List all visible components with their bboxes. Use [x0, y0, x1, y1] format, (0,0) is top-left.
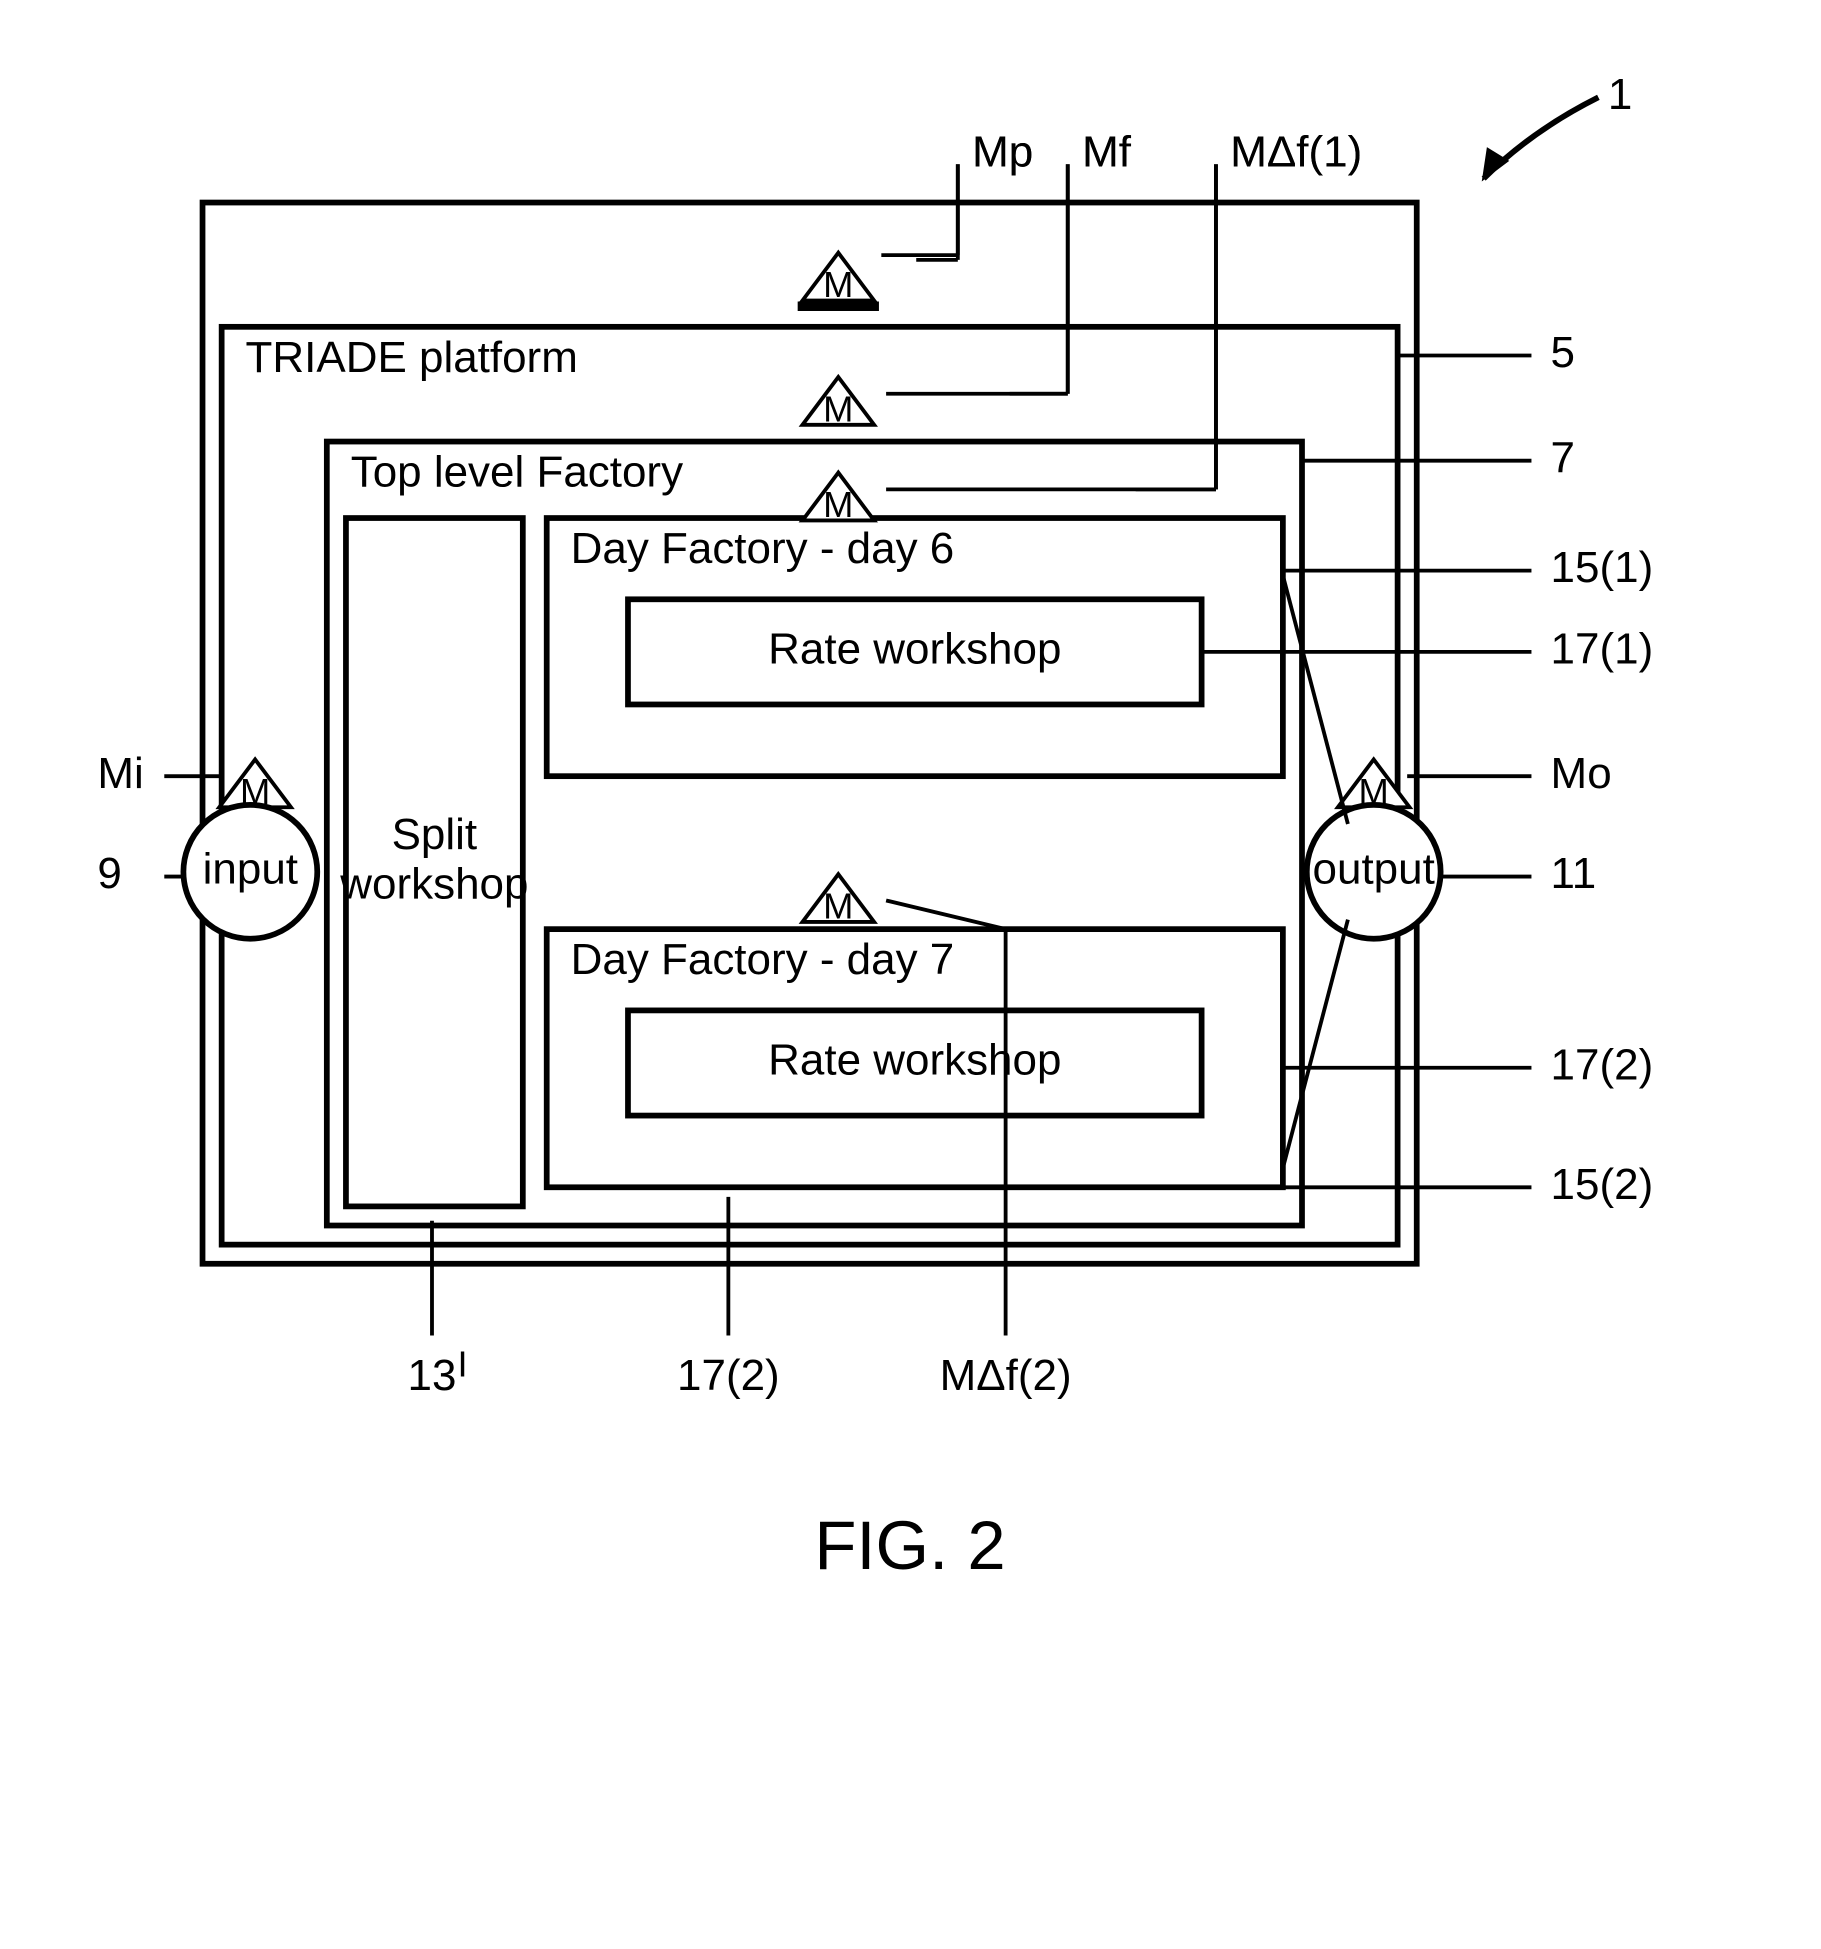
svg-text:M: M: [823, 264, 853, 305]
svg-text:Mf: Mf: [1082, 127, 1132, 176]
svg-text:Day Factory - day 6: Day Factory - day 6: [571, 524, 955, 573]
svg-text:output: output: [1313, 844, 1435, 893]
svg-text:Mo: Mo: [1551, 749, 1612, 798]
svg-text:Mi: Mi: [97, 749, 143, 798]
svg-text:Rate workshop: Rate workshop: [768, 624, 1061, 673]
svg-text:15(2): 15(2): [1551, 1160, 1654, 1209]
svg-text:Top level Factory: Top level Factory: [351, 448, 683, 497]
svg-text:MΔf(1): MΔf(1): [1230, 127, 1362, 176]
svg-text:17(2): 17(2): [1551, 1040, 1654, 1089]
diagram-svg: TRIADE platform Top level Factory Splitwor…: [40, 40, 1781, 1665]
svg-text:input: input: [203, 844, 298, 893]
svg-text:Day Factory - day 7: Day Factory - day 7: [571, 935, 955, 984]
svg-text:M: M: [823, 886, 853, 927]
svg-text:17(1): 17(1): [1551, 624, 1654, 673]
svg-text:I: I: [458, 1344, 468, 1385]
svg-text:Rate workshop: Rate workshop: [768, 1036, 1061, 1085]
svg-text:Mp: Mp: [972, 127, 1033, 176]
svg-text:TRIADE platform: TRIADE platform: [246, 333, 578, 382]
svg-text:Split: Split: [392, 810, 478, 859]
svg-text:1: 1: [1608, 70, 1632, 119]
svg-text:15(1): 15(1): [1551, 543, 1654, 592]
svg-text:17(2): 17(2): [677, 1351, 780, 1400]
svg-text:M: M: [823, 484, 853, 525]
svg-text:workshop: workshop: [339, 860, 528, 909]
svg-text:13: 13: [408, 1351, 457, 1400]
svg-text:9: 9: [97, 849, 121, 898]
svg-text:MΔf(2): MΔf(2): [940, 1351, 1072, 1400]
svg-text:11: 11: [1551, 849, 1597, 898]
svg-text:5: 5: [1551, 328, 1575, 377]
svg-text:FIG. 2: FIG. 2: [814, 1507, 1005, 1584]
svg-text:M: M: [823, 389, 853, 430]
svg-text:7: 7: [1551, 433, 1575, 482]
